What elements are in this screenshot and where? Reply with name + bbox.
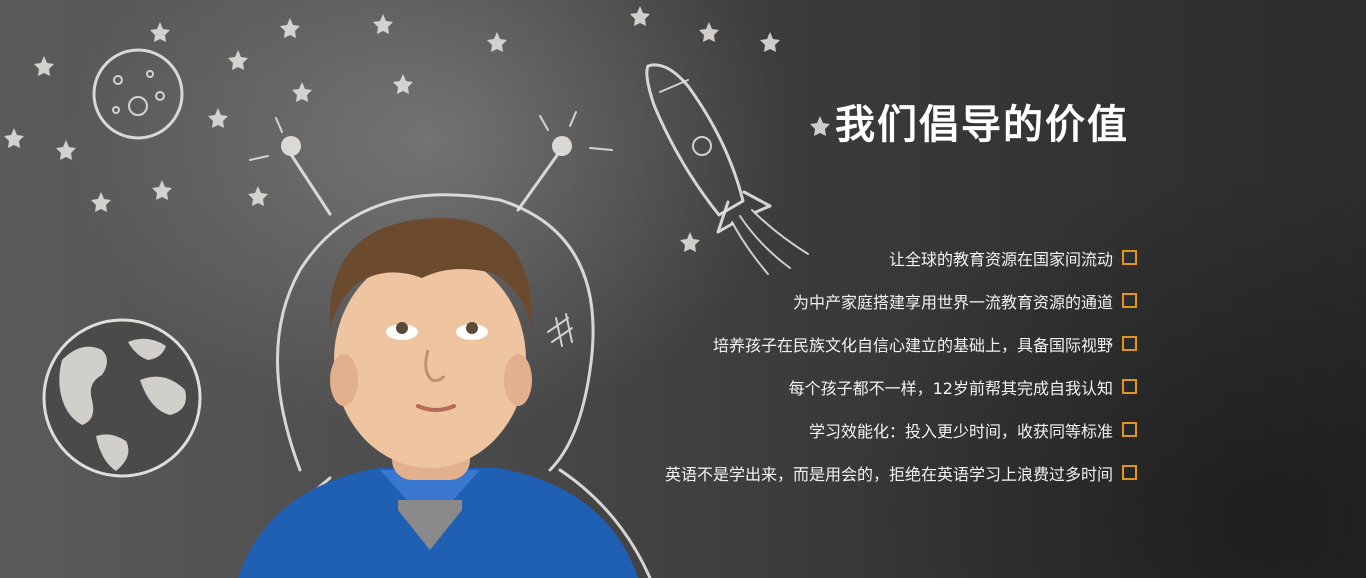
list-item: 为中产家庭搭建享用世界一流教育资源的通道: [665, 279, 1137, 322]
square-bullet-icon: [1122, 336, 1137, 351]
stars-icon: [4, 6, 830, 252]
value-text: 学习效能化：投入更少时间，收获同等标准: [809, 418, 1113, 442]
list-item: 每个孩子都不一样，12岁前帮其完成自我认知: [665, 365, 1137, 408]
earth-icon: [44, 320, 200, 476]
value-text: 英语不是学出来，而是用会的，拒绝在英语学习上浪费过多时间: [665, 461, 1113, 485]
list-item: 学习效能化：投入更少时间，收获同等标准: [665, 408, 1137, 451]
square-bullet-icon: [1122, 250, 1137, 265]
value-text: 让全球的教育资源在国家间流动: [889, 246, 1113, 270]
value-text: 为中产家庭搭建享用世界一流教育资源的通道: [793, 289, 1113, 313]
square-bullet-icon: [1122, 465, 1137, 480]
moon-icon: [94, 50, 182, 138]
values-list: 让全球的教育资源在国家间流动 为中产家庭搭建享用世界一流教育资源的通道 培养孩子…: [665, 236, 1137, 494]
list-item: 培养孩子在民族文化自信心建立的基础上，具备国际视野: [665, 322, 1137, 365]
list-item: 英语不是学出来，而是用会的，拒绝在英语学习上浪费过多时间: [665, 451, 1137, 494]
value-text: 每个孩子都不一样，12岁前帮其完成自我认知: [789, 375, 1113, 399]
list-item: 让全球的教育资源在国家间流动: [665, 236, 1137, 279]
square-bullet-icon: [1122, 379, 1137, 394]
value-text: 培养孩子在民族文化自信心建立的基础上，具备国际视野: [713, 332, 1113, 356]
square-bullet-icon: [1122, 293, 1137, 308]
square-bullet-icon: [1122, 422, 1137, 437]
section-title: 我们倡导的价值: [835, 92, 1129, 150]
